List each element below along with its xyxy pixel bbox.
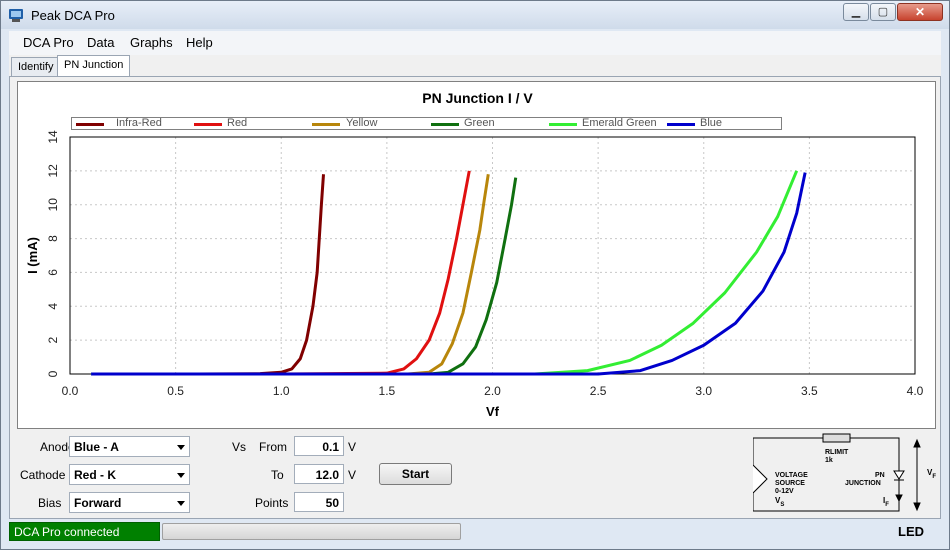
rlimit-label: RLIMIT	[825, 449, 849, 456]
vf-letter: V	[927, 468, 933, 477]
legend-label: Emerald Green	[582, 117, 657, 129]
chevron-down-icon	[177, 501, 185, 506]
connection-text: DCA Pro connected	[14, 525, 120, 539]
legend-swatch	[431, 123, 459, 126]
tab-pn-junction[interactable]: PN Junction	[57, 55, 131, 77]
to-value: 12.0	[315, 468, 339, 482]
cathode-label: Cathode	[20, 468, 66, 482]
close-icon: ✕	[914, 5, 926, 19]
legend-label: Green	[464, 117, 495, 129]
menu-help[interactable]: Help	[186, 35, 213, 50]
source-text-1: VOLTAGE	[775, 472, 808, 479]
maximize-button[interactable]: ▢	[870, 3, 896, 21]
vs-sub: S	[780, 502, 784, 508]
anode-value: Blue - A	[74, 440, 119, 454]
chart-legend: Infra-Red Red Yellow Green Emerald Green…	[71, 117, 782, 130]
vs-letter: V	[775, 496, 781, 505]
menu-graphs[interactable]: Graphs	[130, 35, 173, 50]
close-button[interactable]: ✕	[897, 3, 943, 21]
from-unit: V	[348, 440, 357, 454]
minimize-button[interactable]: ▁	[843, 3, 869, 21]
from-voltage-input[interactable]: 0.1	[294, 436, 344, 456]
legend-swatch	[194, 123, 222, 126]
vs-symbol: VS	[775, 496, 784, 508]
legend-label: Infra-Red	[116, 117, 162, 129]
vf-sub: F	[932, 474, 936, 480]
pn-text-1: PN	[875, 472, 885, 479]
if-symbol: IF	[883, 496, 889, 508]
component-type: LED	[898, 524, 924, 539]
vs-label: Vs	[232, 440, 247, 454]
to-voltage-input[interactable]: 12.0	[294, 464, 344, 484]
window-title: Peak DCA Pro	[31, 8, 115, 23]
chevron-down-icon	[177, 473, 185, 478]
chart-frame: PN Junction I / V	[17, 81, 936, 429]
anode-select[interactable]: Blue - A	[69, 436, 190, 457]
menu-dca-pro[interactable]: DCA Pro	[23, 35, 74, 50]
minimize-icon: ▁	[851, 6, 861, 18]
tab-strip: Identify PN Junction	[9, 55, 941, 77]
if-letter: I	[883, 496, 885, 505]
legend-label: Yellow	[346, 117, 378, 129]
chevron-down-icon	[177, 445, 185, 450]
legend-label: Blue	[700, 117, 723, 129]
bias-label: Bias	[38, 496, 62, 510]
vf-symbol: VF	[927, 468, 936, 480]
from-value: 0.1	[322, 440, 339, 454]
menu-data[interactable]: Data	[87, 35, 115, 50]
bias-select[interactable]: Forward	[69, 492, 190, 513]
rlimit-value: 1k	[825, 457, 833, 464]
pn-text-2: JUNCTION	[845, 480, 881, 487]
legend-swatch	[76, 123, 104, 126]
title-bar: Peak DCA Pro ▁ ▢ ✕	[1, 1, 949, 29]
status-bar: DCA Pro connected LED	[1, 521, 949, 549]
legend-swatch	[549, 123, 577, 126]
legend-swatch	[667, 123, 695, 126]
tab-identify[interactable]: Identify	[11, 57, 61, 77]
to-label: To	[271, 468, 284, 482]
cathode-value: Red - K	[74, 468, 116, 482]
maximize-icon: ▢	[877, 6, 889, 18]
legend-swatch	[312, 123, 340, 126]
anode-label: Anode	[40, 440, 75, 454]
app-icon	[9, 9, 23, 22]
bias-value: Forward	[74, 496, 122, 510]
chart-title: PN Junction I / V	[422, 90, 533, 106]
circuit-diagram: RLIMIT 1k VOLTAGE SOURCE 0-12V VS PN JUN…	[753, 433, 936, 512]
points-label: Points	[255, 496, 289, 510]
points-input[interactable]: 50	[294, 492, 344, 512]
source-text-3: 0-12V	[775, 488, 794, 495]
connection-status: DCA Pro connected	[9, 522, 160, 541]
from-label: From	[259, 440, 287, 454]
to-unit: V	[348, 468, 357, 482]
source-text-2: SOURCE	[775, 480, 805, 487]
if-sub: F	[885, 502, 889, 508]
points-value: 50	[325, 496, 339, 510]
cathode-select[interactable]: Red - K	[69, 464, 190, 485]
menu-bar: DCA Pro Data Graphs Help	[9, 31, 941, 55]
progress-bar	[162, 523, 461, 540]
start-button[interactable]: Start	[379, 463, 452, 485]
legend-label: Red	[227, 117, 248, 129]
